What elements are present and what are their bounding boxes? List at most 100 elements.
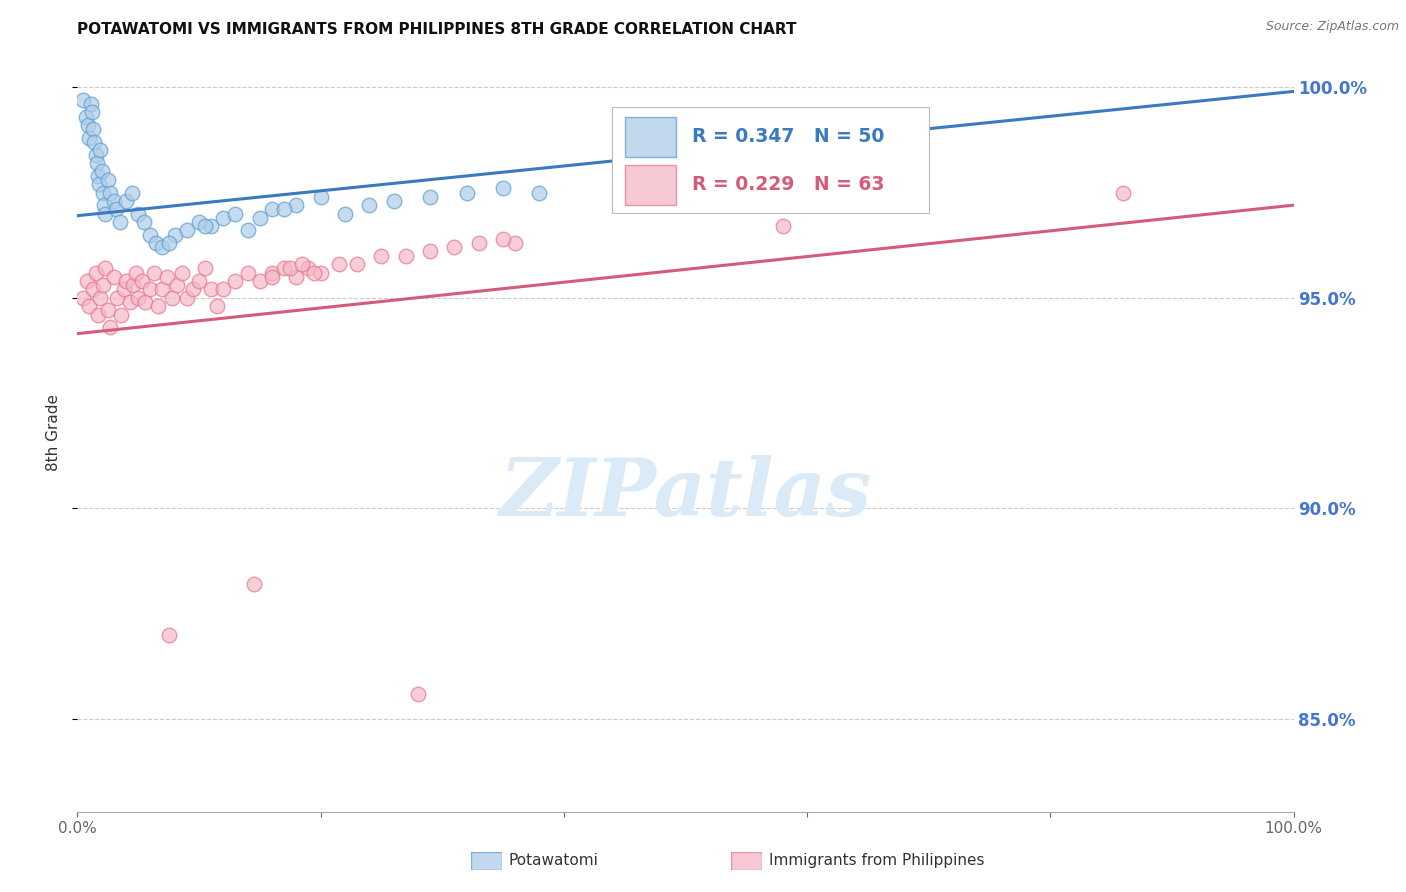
- Point: [110, 308, 132, 322]
- Point: [103, 194, 125, 208]
- Point: [89, 291, 111, 305]
- Point: [273, 261, 295, 276]
- Point: [157, 236, 180, 251]
- Point: [212, 282, 235, 296]
- Point: [94, 261, 117, 276]
- Point: [359, 198, 381, 212]
- Point: [134, 295, 156, 310]
- Point: [170, 266, 193, 280]
- Point: [205, 299, 228, 313]
- Point: [382, 194, 405, 208]
- Point: [419, 190, 441, 204]
- Point: [107, 291, 129, 305]
- Text: Immigrants from Philippines: Immigrants from Philippines: [769, 854, 984, 868]
- Point: [419, 244, 441, 259]
- Point: [260, 202, 283, 217]
- Point: [103, 269, 125, 284]
- Point: [91, 186, 114, 200]
- Point: [370, 249, 392, 263]
- Point: [285, 198, 308, 212]
- Point: [260, 269, 283, 284]
- Point: [89, 177, 111, 191]
- Point: [346, 257, 368, 271]
- Point: [200, 219, 222, 234]
- Point: [249, 274, 271, 288]
- Point: [333, 206, 356, 220]
- Point: [145, 236, 167, 251]
- Text: POTAWATOMI VS IMMIGRANTS FROM PHILIPPINES 8TH GRADE CORRELATION CHART: POTAWATOMI VS IMMIGRANTS FROM PHILIPPINE…: [77, 22, 797, 37]
- Point: [82, 122, 104, 136]
- Point: [90, 164, 112, 178]
- Point: [139, 282, 162, 296]
- Point: [181, 282, 204, 296]
- Point: [80, 97, 103, 112]
- Point: [86, 156, 108, 170]
- Point: [224, 206, 246, 220]
- Point: [188, 215, 211, 229]
- Point: [176, 223, 198, 237]
- Point: [273, 202, 295, 217]
- Point: [163, 227, 186, 242]
- Point: [772, 219, 794, 234]
- Point: [176, 291, 198, 305]
- Point: [152, 240, 174, 254]
- Text: Source: ZipAtlas.com: Source: ZipAtlas.com: [1265, 20, 1399, 33]
- Point: [87, 308, 110, 322]
- Point: [160, 291, 183, 305]
- Text: R = 0.229   N = 63: R = 0.229 N = 63: [692, 175, 884, 194]
- Point: [72, 93, 94, 107]
- Point: [156, 269, 179, 284]
- Point: [146, 299, 169, 313]
- Point: [194, 219, 217, 234]
- Point: [93, 198, 115, 212]
- Point: [492, 232, 515, 246]
- Point: [122, 278, 145, 293]
- Point: [309, 266, 332, 280]
- Point: [72, 291, 94, 305]
- Point: [79, 130, 101, 145]
- Point: [131, 274, 153, 288]
- Point: [328, 257, 350, 271]
- Point: [297, 261, 319, 276]
- Point: [200, 282, 222, 296]
- Point: [467, 236, 489, 251]
- Point: [77, 118, 100, 132]
- Point: [139, 227, 162, 242]
- Point: [285, 269, 308, 284]
- Point: [212, 211, 235, 225]
- Point: [83, 135, 105, 149]
- Point: [309, 190, 332, 204]
- Point: [121, 186, 143, 200]
- Point: [82, 282, 104, 296]
- Point: [80, 105, 103, 120]
- Point: [134, 215, 156, 229]
- Point: [112, 282, 135, 296]
- Point: [492, 181, 515, 195]
- Point: [105, 202, 128, 217]
- Point: [166, 278, 188, 293]
- Point: [260, 266, 283, 280]
- Point: [108, 215, 131, 229]
- Text: R = 0.347   N = 50: R = 0.347 N = 50: [692, 127, 884, 145]
- Point: [278, 261, 301, 276]
- Point: [529, 186, 551, 200]
- Point: [395, 249, 418, 263]
- Point: [89, 144, 111, 158]
- Point: [224, 274, 246, 288]
- Point: [115, 194, 138, 208]
- Point: [304, 266, 326, 280]
- Point: [188, 274, 211, 288]
- Text: Potawatomi: Potawatomi: [509, 854, 599, 868]
- Point: [503, 236, 526, 251]
- Point: [1112, 186, 1135, 200]
- Point: [157, 628, 180, 642]
- Point: [91, 278, 114, 293]
- Point: [84, 266, 107, 280]
- Point: [142, 266, 165, 280]
- Point: [194, 261, 217, 276]
- FancyBboxPatch shape: [624, 118, 676, 157]
- Point: [236, 223, 259, 237]
- Point: [98, 186, 121, 200]
- Point: [236, 266, 259, 280]
- Point: [291, 257, 314, 271]
